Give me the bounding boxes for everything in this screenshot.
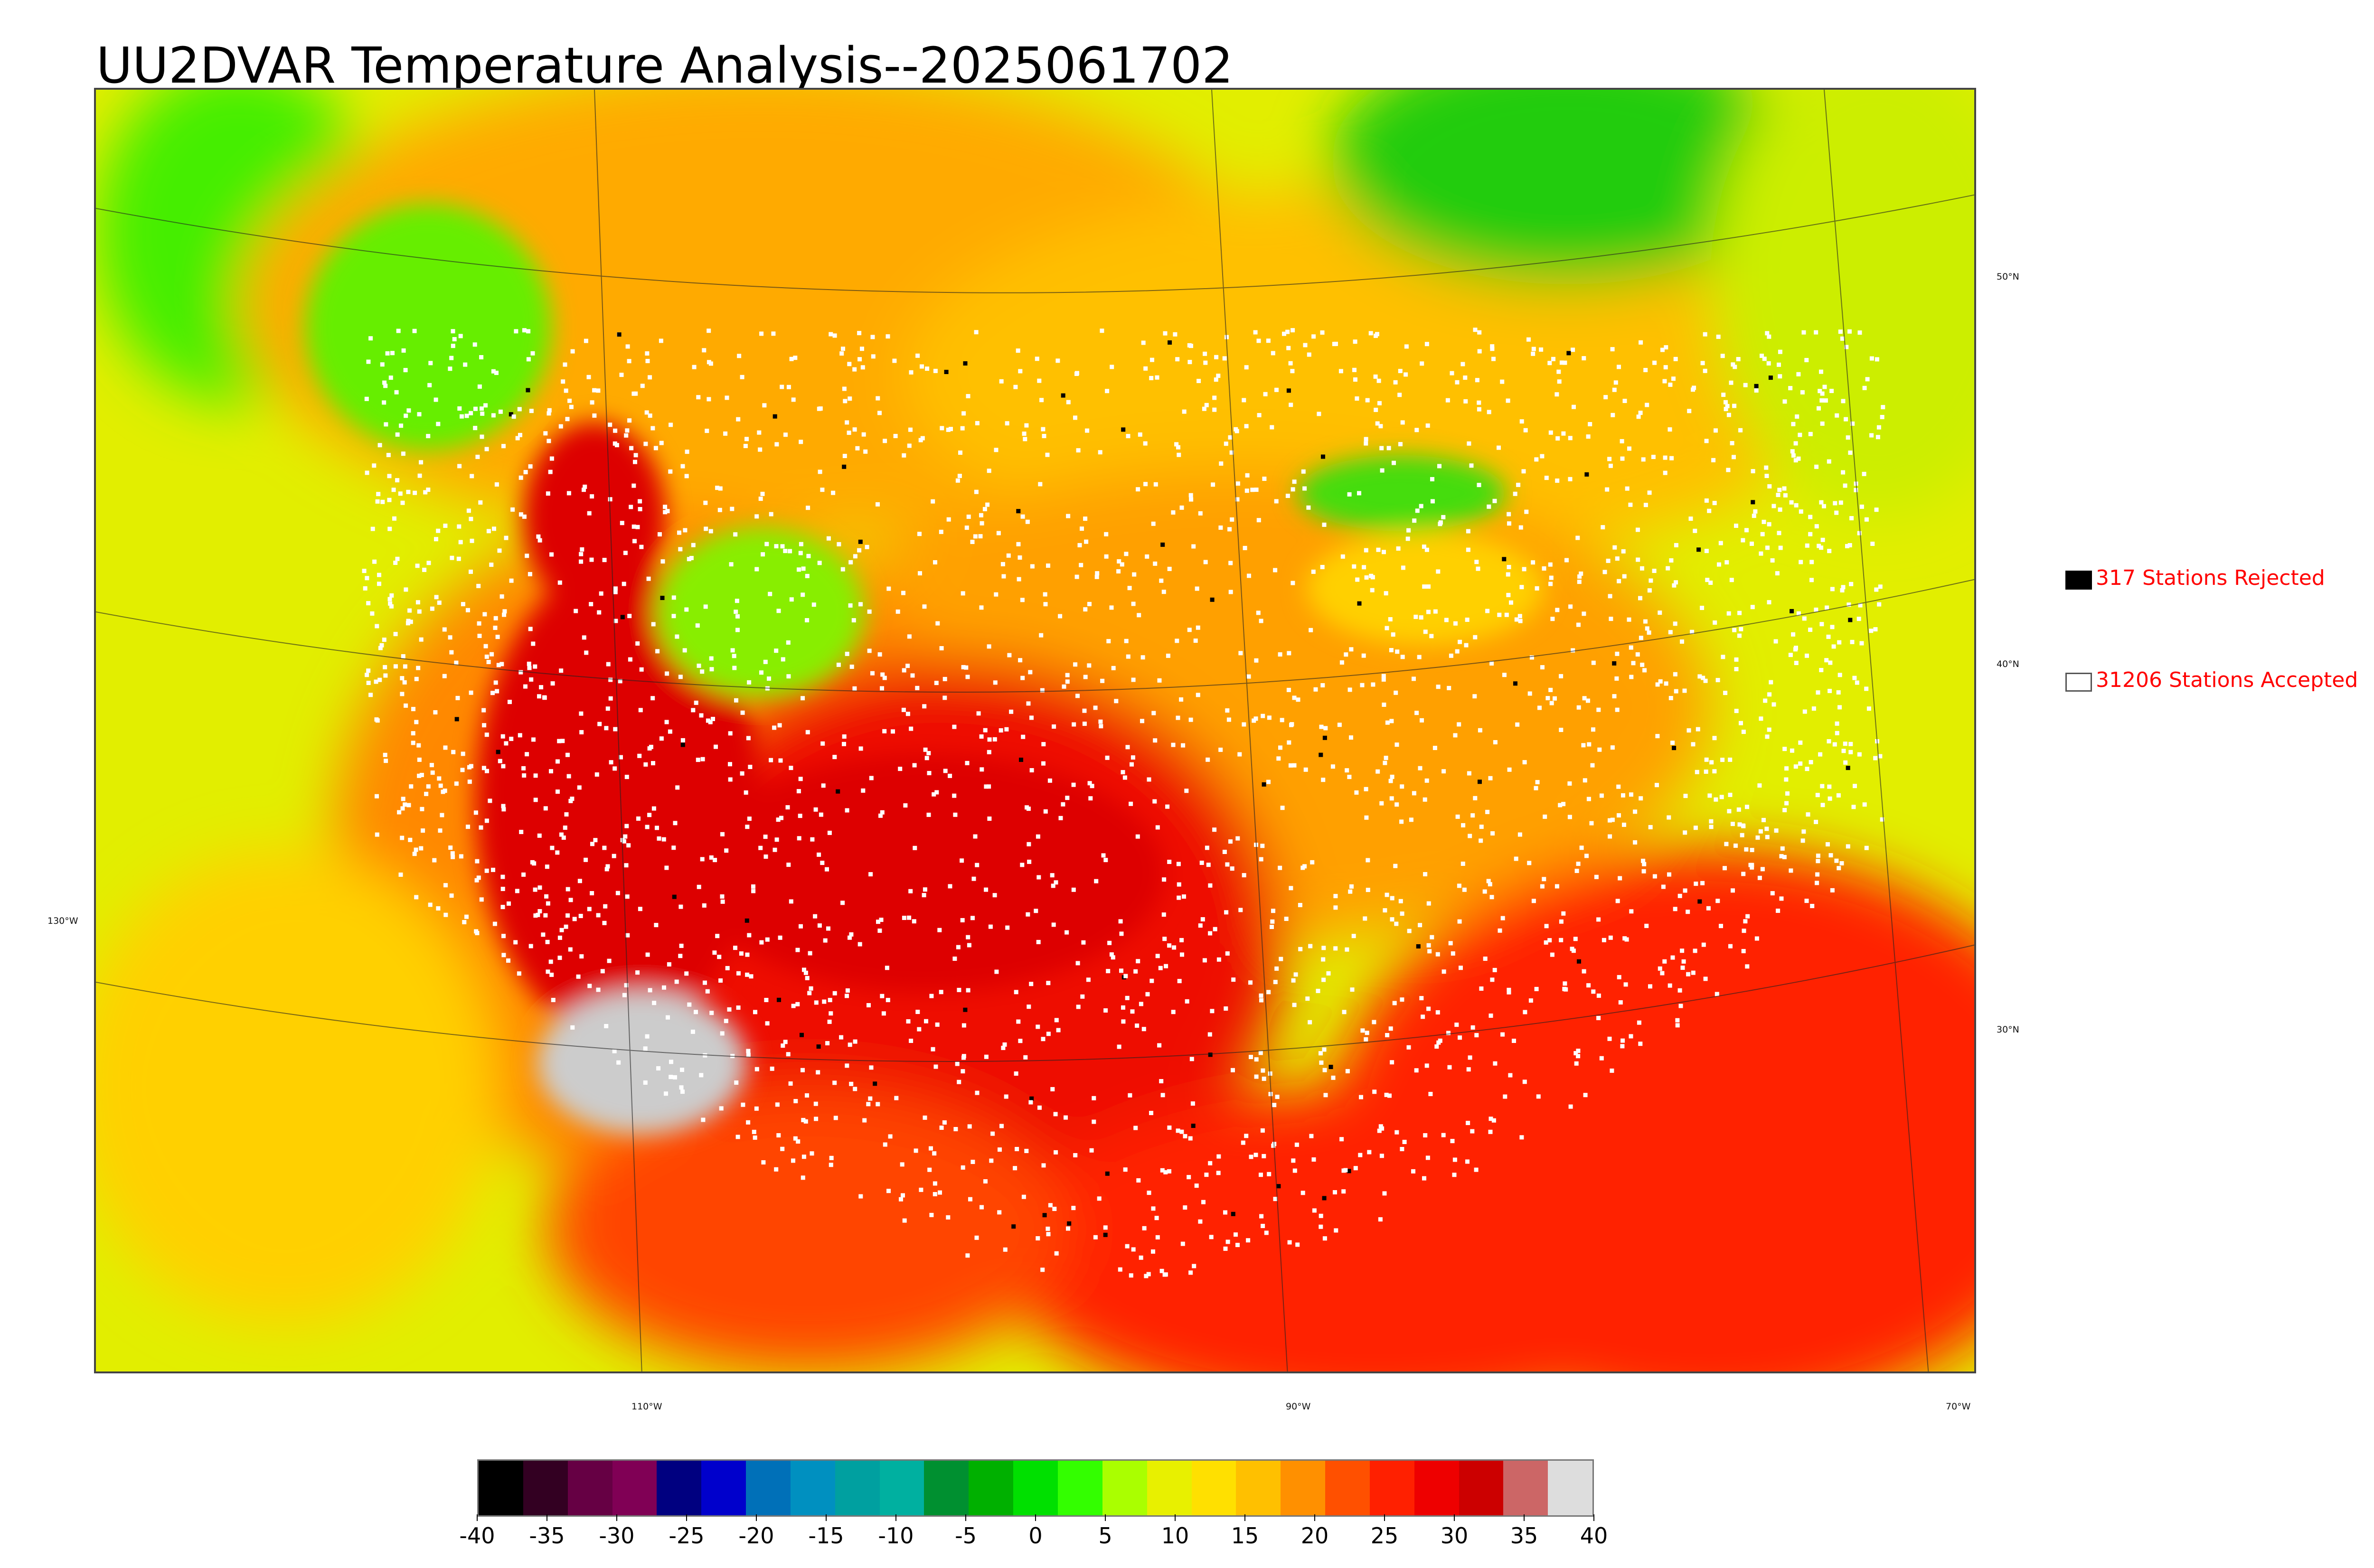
- colorbar-segment: [701, 1461, 746, 1515]
- colorbar-segment: [523, 1461, 568, 1515]
- colorbar-segment: [1503, 1461, 1548, 1515]
- colorbar-tick-label: 10: [1161, 1523, 1189, 1549]
- lat-label-40n: 40°N: [1997, 659, 2019, 669]
- colorbar-segment: [746, 1461, 791, 1515]
- colorbar-tick: [756, 1514, 757, 1521]
- colorbar-segment: [1369, 1461, 1414, 1515]
- colorbar-segment: [1013, 1461, 1058, 1515]
- lon-label-130w: 130°W: [47, 916, 78, 926]
- rejected-label: 317 Stations Rejected: [2096, 566, 2325, 590]
- colorbar-tick-label: 30: [1440, 1523, 1469, 1549]
- colorbar-tick: [1105, 1514, 1106, 1521]
- lon-label-70w: 70°W: [1946, 1401, 1971, 1412]
- colorbar-tick: [1593, 1514, 1594, 1521]
- colorbar-tick-label: -35: [529, 1523, 565, 1549]
- colorbar-tick-label: 15: [1231, 1523, 1259, 1549]
- colorbar-tick: [1454, 1514, 1455, 1521]
- colorbar-segment: [1191, 1461, 1236, 1515]
- colorbar-segment: [1548, 1461, 1593, 1515]
- colorbar-segment: [1459, 1461, 1504, 1515]
- colorbar-tick-label: -20: [738, 1523, 774, 1549]
- colorbar-tick-label: 0: [1028, 1523, 1043, 1549]
- colorbar-tick: [1314, 1514, 1315, 1521]
- colorbar-ticks: -40 -35 -30 -25 -20 -15 -10 -5 0 5 10 15 20 25 30 35 40: [459, 1514, 1608, 1549]
- colorbar-segment: [1057, 1461, 1102, 1515]
- colorbar-tick-label: 40: [1580, 1523, 1608, 1549]
- temperature-field: [96, 90, 1974, 1371]
- accepted-label: 31206 Stations Accepted: [2096, 668, 2358, 692]
- graticule: [96, 90, 1974, 1371]
- colorbar-segment: [1325, 1461, 1370, 1515]
- lat-label-50n: 50°N: [1997, 272, 2019, 282]
- colorbar-segment: [1236, 1461, 1281, 1515]
- rejected-swatch: [2065, 571, 2092, 590]
- colorbar-tick: [1384, 1514, 1385, 1521]
- colorbar-tick-label: -15: [808, 1523, 844, 1549]
- colorbar-tick-label: -30: [599, 1523, 635, 1549]
- lon-label-90w: 90°W: [1286, 1401, 1311, 1412]
- colorbar-tick: [895, 1514, 896, 1521]
- colorbar-segment: [1414, 1461, 1459, 1515]
- temperature-colorbar: [477, 1459, 1594, 1517]
- colorbar-tick: [477, 1514, 478, 1521]
- colorbar-segment: [835, 1461, 880, 1515]
- colorbar-tick-label: -40: [459, 1523, 495, 1549]
- colorbar-segment: [1281, 1461, 1326, 1515]
- colorbar-tick: [686, 1514, 687, 1521]
- colorbar-tick: [826, 1514, 827, 1521]
- colorbar-tick: [1035, 1514, 1036, 1521]
- colorbar-segment: [969, 1461, 1014, 1515]
- colorbar-tick: [616, 1514, 617, 1521]
- colorbar-segment: [567, 1461, 612, 1515]
- colorbar-segment: [924, 1461, 969, 1515]
- colorbar-tick-label: 20: [1300, 1523, 1329, 1549]
- lon-label-110w: 110°W: [631, 1401, 662, 1412]
- colorbar-tick-label: 5: [1098, 1523, 1112, 1549]
- map-title: UU2DVAR Temperature Analysis--2025061702: [96, 37, 1234, 94]
- colorbar-tick: [1175, 1514, 1176, 1521]
- colorbar-segment: [479, 1461, 523, 1515]
- colorbar-segment: [1102, 1461, 1147, 1515]
- temperature-map[interactable]: [94, 88, 1976, 1373]
- colorbar-tick-label: -10: [878, 1523, 914, 1549]
- colorbar-tick: [546, 1514, 547, 1521]
- colorbar-tick-label: 35: [1510, 1523, 1538, 1549]
- colorbar-segment: [657, 1461, 702, 1515]
- station-markers: [362, 328, 1885, 1278]
- colorbar-tick: [1244, 1514, 1245, 1521]
- colorbar-tick: [1524, 1514, 1525, 1521]
- accepted-swatch: [2065, 673, 2092, 692]
- colorbar-segment: [1147, 1461, 1192, 1515]
- colorbar-segment: [612, 1461, 657, 1515]
- colorbar-tick-label: 25: [1370, 1523, 1399, 1549]
- colorbar-tick-label: -5: [955, 1523, 977, 1549]
- colorbar-segment: [879, 1461, 924, 1515]
- lat-label-30n: 30°N: [1997, 1024, 2019, 1035]
- colorbar-segment: [790, 1461, 835, 1515]
- colorbar-tick-label: -25: [669, 1523, 705, 1549]
- colorbar-tick: [965, 1514, 966, 1521]
